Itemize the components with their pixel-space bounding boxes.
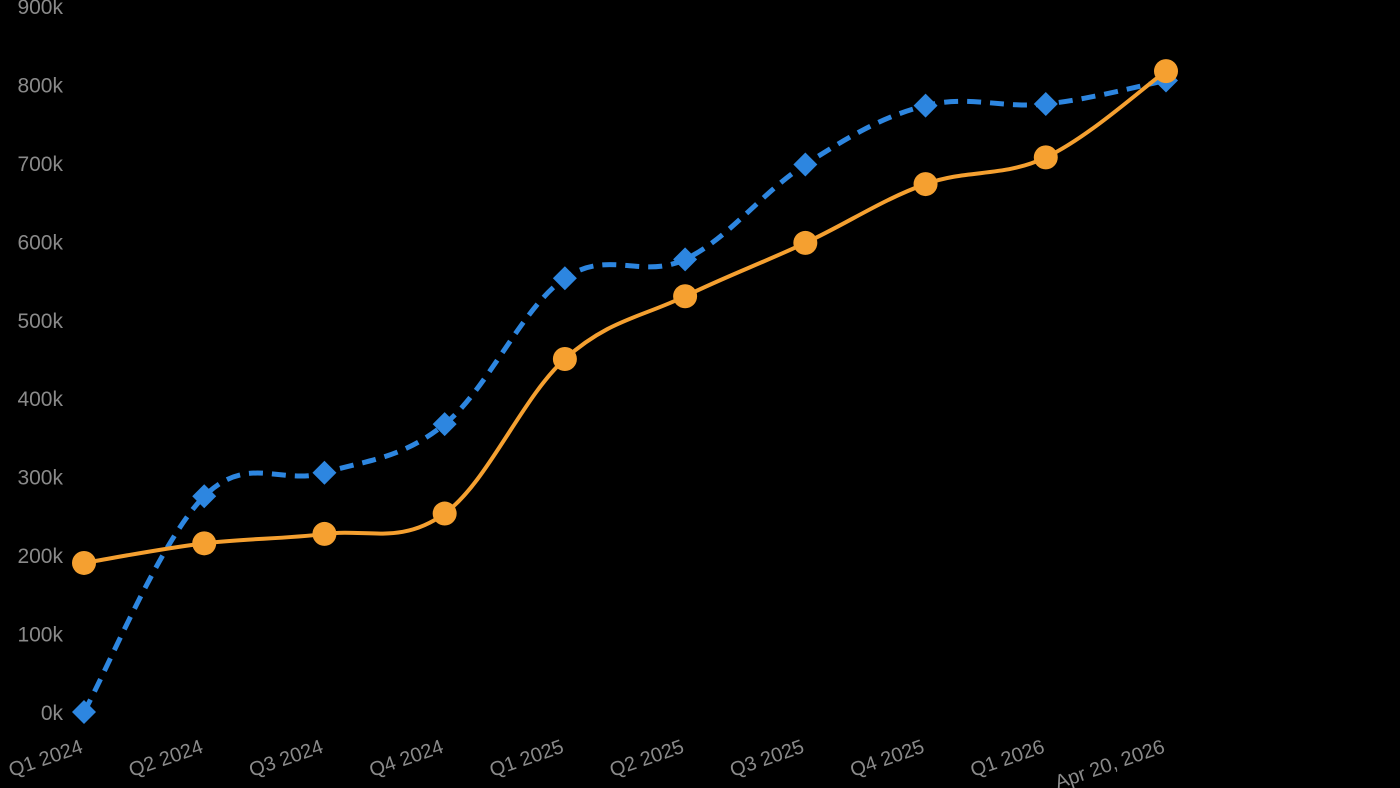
y-tick-label: 600k <box>17 231 63 254</box>
y-tick-label: 700k <box>17 153 63 176</box>
series-0-point <box>673 284 698 309</box>
y-tick-label: 100k <box>17 624 63 647</box>
series-1-point <box>192 484 217 509</box>
series-0-point <box>432 501 457 526</box>
x-tick-label: Q4 2025 <box>847 736 927 782</box>
x-tick-label: Q1 2025 <box>487 736 567 782</box>
series-0-point <box>552 347 577 371</box>
y-tick-label: 200k <box>17 545 63 568</box>
x-tick-label: Apr 20, 2026 <box>1052 736 1167 788</box>
series-1-point <box>432 412 457 437</box>
y-tick-label: 0k <box>41 702 64 725</box>
y-tick-label: 800k <box>17 74 63 97</box>
x-tick-label: Q2 2025 <box>607 736 687 782</box>
x-tick-label: Q1 2026 <box>968 736 1048 782</box>
series-0-point <box>72 550 96 575</box>
y-tick-label: 500k <box>17 310 63 333</box>
y-tick-label: 900k <box>17 0 63 19</box>
x-tick-label: Q3 2024 <box>246 736 326 782</box>
series-1-point <box>312 460 337 485</box>
series-0-point <box>312 521 337 546</box>
series-0-point <box>192 531 217 556</box>
series-layer <box>72 59 1178 724</box>
series-0-point <box>1033 145 1058 170</box>
series-0-point <box>913 172 938 197</box>
series-1-point <box>1033 92 1058 117</box>
x-tick-label: Q4 2024 <box>367 736 447 782</box>
series-1-point <box>673 247 698 272</box>
series-1-point <box>552 266 577 291</box>
x-tick-label: Q2 2024 <box>126 736 206 782</box>
series-0 <box>72 59 1178 575</box>
x-tick-label: Q1 2024 <box>6 736 86 782</box>
y-tick-label: 400k <box>17 388 63 411</box>
x-tick-label: Q3 2025 <box>727 736 807 782</box>
y-axis: 0k 100k 200k 300k 400k 500k 600k 700k 800k 900k <box>17 0 63 725</box>
x-axis: Q1 2024 Q2 2024 Q3 2024 Q4 2024 Q1 2025 Q2 20… <box>6 736 1168 788</box>
series-1-point <box>913 93 938 118</box>
series-0-line <box>83 69 1168 565</box>
y-tick-label: 300k <box>17 467 63 490</box>
series-1 <box>72 68 1178 724</box>
series-1-line <box>81 78 1167 714</box>
series-0-point <box>1154 59 1178 84</box>
series-1-point <box>793 152 818 177</box>
series-1-point <box>72 700 96 724</box>
series-0-point <box>793 230 818 255</box>
